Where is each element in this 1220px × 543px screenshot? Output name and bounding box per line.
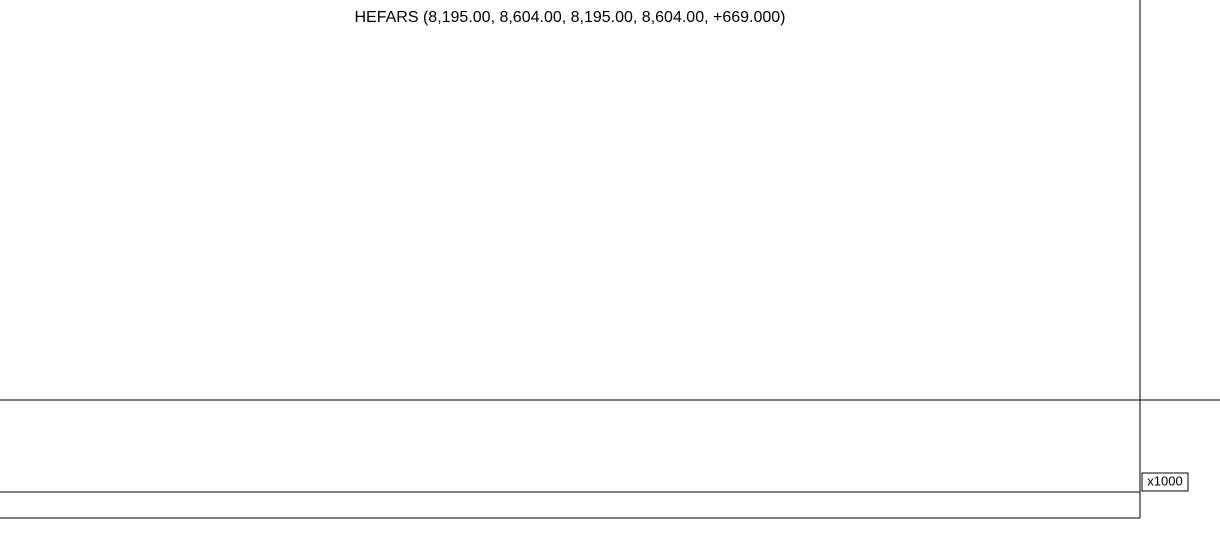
unit-box	[1141, 472, 1189, 492]
volume-unit: x1000	[1147, 473, 1182, 488]
chart-title: HEFARS (8,195.00, 8,604.00, 8,195.00, 8,…	[355, 9, 786, 26]
axes: x1000	[0, 0, 1220, 519]
